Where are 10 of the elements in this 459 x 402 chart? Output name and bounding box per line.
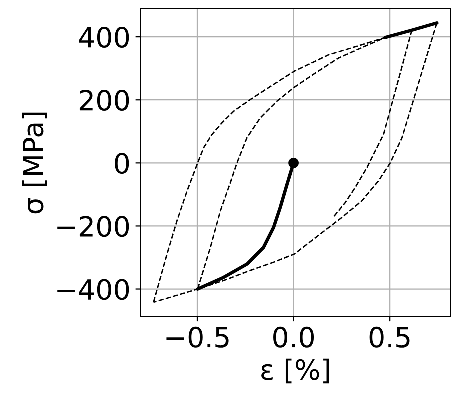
y-tick-label: 200: [80, 90, 130, 112]
y-tick-label: 400: [79, 27, 130, 48]
y-tick-label: 0: [115, 153, 130, 174]
x-tick-label: −0.5: [166, 326, 229, 348]
y-tick-label: −200: [58, 216, 130, 238]
x-tick-label: 0.5: [370, 326, 410, 348]
x-tick-label: 0.0: [274, 326, 314, 348]
y-tick-label: −400: [58, 279, 130, 300]
x-axis-title: ε [%]: [262, 358, 330, 384]
y-axis-title: σ [MPa]: [22, 112, 47, 214]
